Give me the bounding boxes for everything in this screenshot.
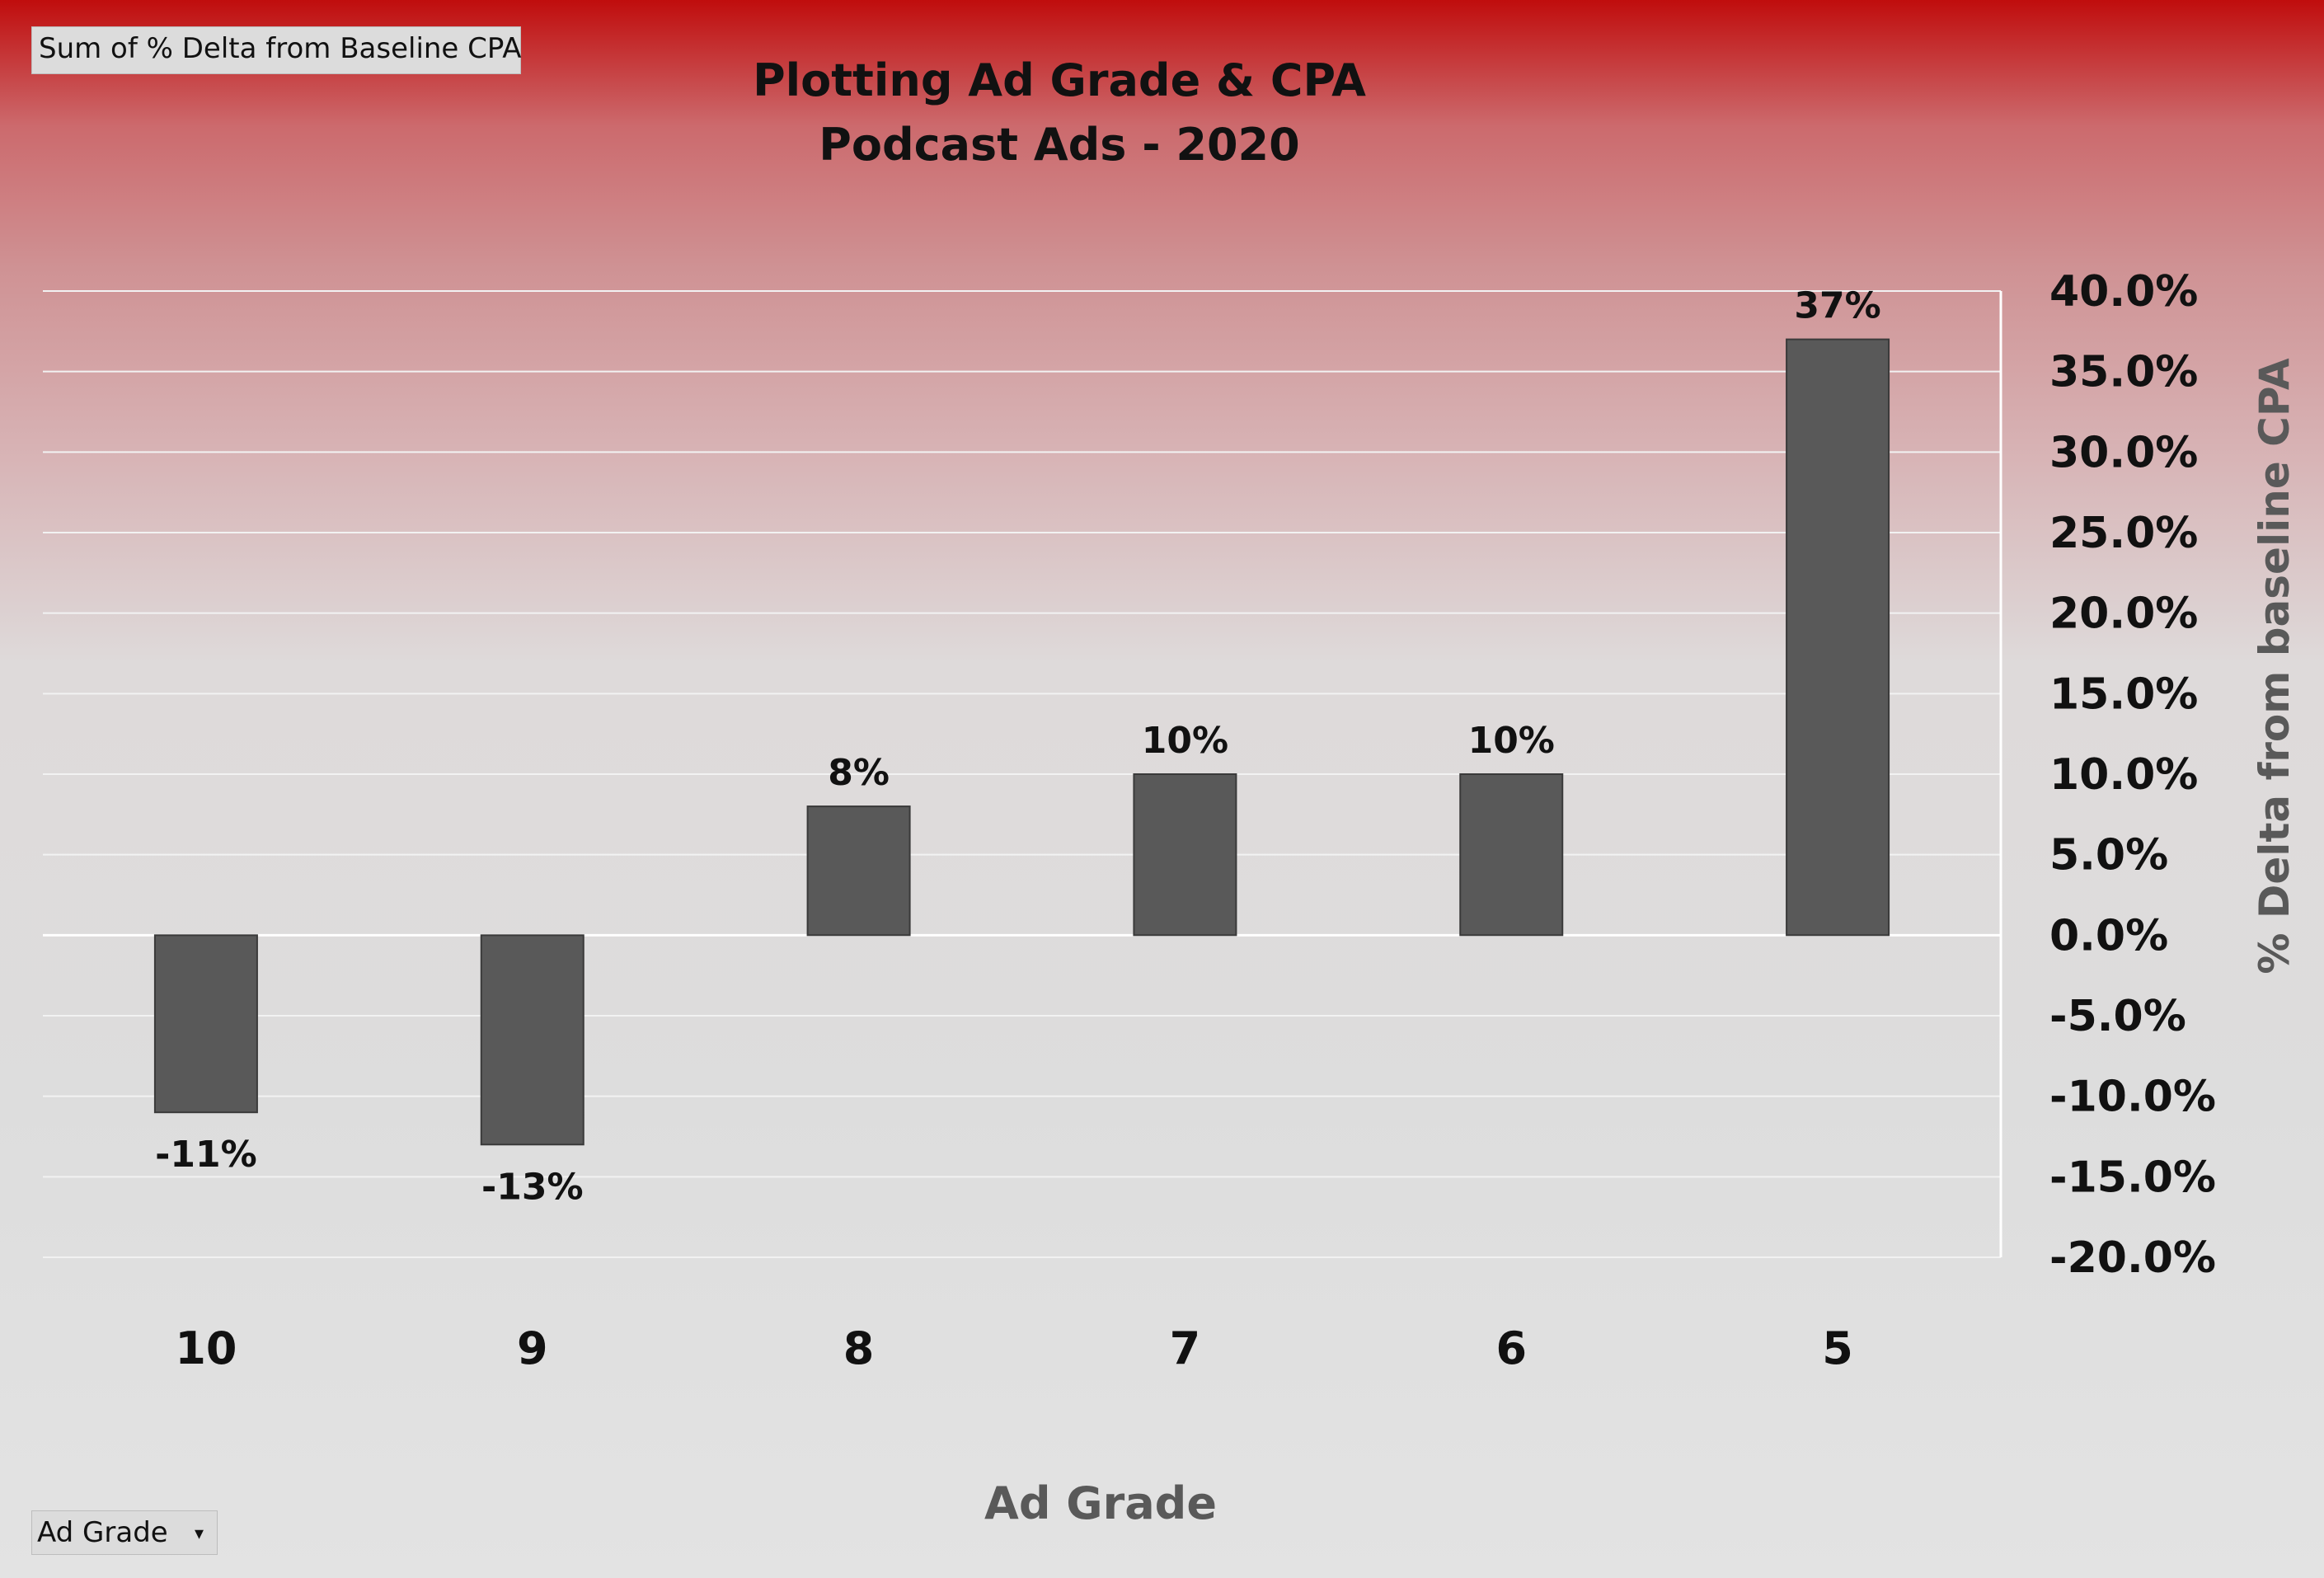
- y-tick-label: 10.0%: [2049, 750, 2198, 800]
- bar-9: [480, 934, 585, 1146]
- bar-5: [1786, 338, 1890, 937]
- x-tick-label: 8: [843, 1322, 875, 1374]
- y-axis-title: % Delta from baseline CPA: [2251, 358, 2298, 975]
- chart-subtitle: Podcast Ads - 2020: [819, 119, 1300, 171]
- y-tick-label: -5.0%: [2049, 992, 2186, 1041]
- chart-title: Plotting Ad Grade & CPA: [753, 54, 1366, 106]
- bar-6: [1459, 773, 1564, 937]
- data-label: -13%: [481, 1166, 584, 1208]
- y-tick-label: 0.0%: [2049, 911, 2168, 960]
- data-label: 10%: [1142, 720, 1228, 762]
- x-tick-label: 10: [175, 1322, 237, 1374]
- value-field-button[interactable]: Sum of % Delta from Baseline CPA: [31, 26, 522, 74]
- axis-field-label: Ad Grade: [37, 1516, 168, 1549]
- y-tick-label: 5.0%: [2049, 831, 2168, 881]
- y-tick-label: 40.0%: [2049, 267, 2198, 317]
- data-label: 8%: [828, 752, 890, 794]
- y-tick-label: -20.0%: [2049, 1233, 2216, 1283]
- y-tick-label: 35.0%: [2049, 348, 2198, 397]
- y-tick-label: -10.0%: [2049, 1073, 2216, 1122]
- x-axis-title: Ad Grade: [984, 1477, 1217, 1529]
- bar-8: [806, 805, 911, 937]
- x-tick-label: 6: [1495, 1322, 1527, 1374]
- y-tick-label: 25.0%: [2049, 509, 2198, 558]
- x-tick-label: 9: [517, 1322, 548, 1374]
- value-field-label: Sum of % Delta from Baseline CPA: [39, 32, 522, 65]
- dropdown-arrow-icon[interactable]: ▾: [194, 1524, 204, 1544]
- x-tick-label: 5: [1822, 1322, 1853, 1374]
- data-label: 10%: [1468, 720, 1555, 762]
- x-tick-label: 7: [1170, 1322, 1201, 1374]
- data-label: -11%: [155, 1134, 257, 1176]
- data-label: 37%: [1794, 285, 1880, 327]
- axis-field-button[interactable]: Ad Grade ▾: [31, 1510, 218, 1555]
- y-tick-label: 20.0%: [2049, 589, 2198, 639]
- bar-10: [153, 934, 258, 1114]
- y-tick-label: -15.0%: [2049, 1153, 2216, 1202]
- bar-7: [1133, 773, 1237, 937]
- y-tick-label: 15.0%: [2049, 669, 2198, 719]
- y-tick-label: 30.0%: [2049, 428, 2198, 477]
